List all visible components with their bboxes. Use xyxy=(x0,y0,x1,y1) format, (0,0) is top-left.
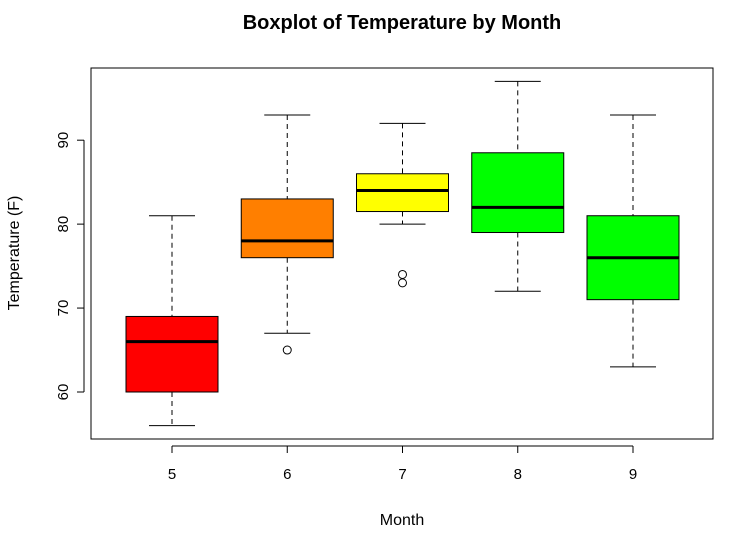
box-iqr xyxy=(125,315,219,393)
boxes-layer xyxy=(125,80,680,427)
box-group-month-9 xyxy=(586,114,680,368)
box-group-month-8 xyxy=(471,80,565,292)
x-tick-label: 5 xyxy=(168,466,176,483)
outlier-point xyxy=(282,345,292,355)
y-tick-label: 90 xyxy=(55,132,72,149)
box-iqr xyxy=(356,173,449,213)
y-tick-label: 70 xyxy=(55,300,72,317)
outlier-point xyxy=(398,269,407,279)
box-group-month-5 xyxy=(125,215,219,427)
y-axis-label: Temperature (F) xyxy=(6,196,23,311)
box-iqr xyxy=(471,152,565,234)
chart-title: Boxplot of Temperature by Month xyxy=(243,12,562,34)
x-tick-label: 8 xyxy=(514,466,522,483)
x-tick-label: 7 xyxy=(398,466,406,483)
x-axis: 5 6 7 8 9 xyxy=(168,445,637,483)
x-tick-label: 6 xyxy=(283,466,291,483)
box-iqr xyxy=(240,198,334,259)
y-tick-label: 80 xyxy=(55,216,72,233)
x-axis-label: Month xyxy=(380,512,424,529)
y-axis: 60 70 80 90 xyxy=(55,132,85,401)
x-tick-label: 9 xyxy=(629,466,637,483)
y-tick-label: 60 xyxy=(55,384,72,401)
box-group-month-7 xyxy=(356,122,449,288)
outlier-point xyxy=(398,278,407,288)
plot-frame xyxy=(90,67,714,440)
box-group-month-6 xyxy=(240,114,334,355)
